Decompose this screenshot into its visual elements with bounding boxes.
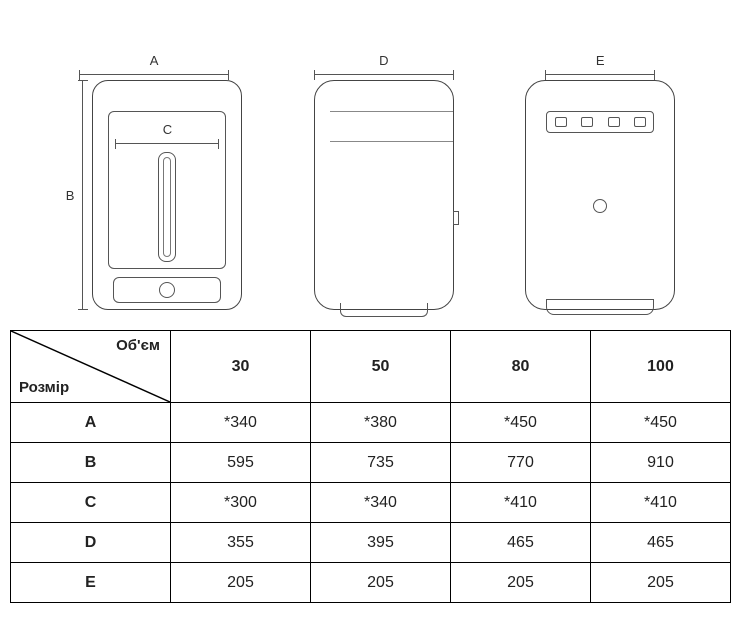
- mount-slot-icon: [555, 117, 567, 127]
- dim-b-arrow: [78, 80, 88, 310]
- row-label: A: [11, 403, 171, 443]
- row-label: C: [11, 483, 171, 523]
- back-port-icon: [593, 199, 607, 213]
- dim-d-arrow: [314, 70, 454, 80]
- dimension-c: C: [115, 122, 219, 149]
- table-cell: 205: [311, 563, 451, 603]
- volume-header: 50: [311, 331, 451, 403]
- diagram-row: A B C D: [10, 10, 731, 310]
- dimensions-table: Об'єм Розмір 30 50 80 100 A *340 *380 *4…: [10, 330, 731, 603]
- table-cell: *450: [451, 403, 591, 443]
- corner-bottom-label: Розмір: [19, 379, 69, 396]
- table-cell: 465: [451, 523, 591, 563]
- back-view-group: E: [525, 53, 675, 310]
- dimension-a: A: [79, 53, 229, 80]
- mount-slot-icon: [608, 117, 620, 127]
- dim-e-label: E: [596, 53, 605, 68]
- row-label: B: [11, 443, 171, 483]
- dim-c-arrow: [115, 139, 219, 149]
- heater-back: [525, 80, 675, 310]
- table-row: D 355 395 465 465: [11, 523, 731, 563]
- thermostat-dial-icon: [159, 282, 175, 298]
- side-knob-icon: [453, 211, 459, 225]
- front-row: B C: [66, 80, 243, 310]
- heating-element-icon: [158, 152, 176, 262]
- table-cell: *410: [591, 483, 731, 523]
- table-cell: 770: [451, 443, 591, 483]
- dimension-e: E: [545, 53, 655, 80]
- dim-c-label: C: [163, 122, 172, 137]
- mounting-bracket: [546, 111, 654, 133]
- corner-top-label: Об'єм: [116, 337, 160, 354]
- dim-e-arrow: [545, 70, 655, 80]
- table-cell: *450: [591, 403, 731, 443]
- table-corner-cell: Об'єм Розмір: [11, 331, 171, 403]
- table-cell: 735: [311, 443, 451, 483]
- volume-header: 30: [171, 331, 311, 403]
- table-cell: 465: [591, 523, 731, 563]
- table-cell: 395: [311, 523, 451, 563]
- side-base-icon: [340, 303, 428, 317]
- table-header-row: Об'єм Розмір 30 50 80 100: [11, 331, 731, 403]
- table-cell: 355: [171, 523, 311, 563]
- side-view-group: D: [314, 53, 454, 310]
- dim-b-label: B: [66, 188, 75, 203]
- table-row: C *300 *340 *410 *410: [11, 483, 731, 523]
- table-cell: 205: [591, 563, 731, 603]
- table-row: E 205 205 205 205: [11, 563, 731, 603]
- back-base-icon: [546, 299, 654, 315]
- row-label: E: [11, 563, 171, 603]
- table-cell: *410: [451, 483, 591, 523]
- volume-header: 100: [591, 331, 731, 403]
- mount-slot-icon: [581, 117, 593, 127]
- table-cell: 205: [451, 563, 591, 603]
- heater-side: [314, 80, 454, 310]
- table-cell: *340: [171, 403, 311, 443]
- table-row: A *340 *380 *450 *450: [11, 403, 731, 443]
- front-control-panel: [113, 277, 221, 303]
- dimension-d: D: [314, 53, 454, 80]
- front-view-group: A B C: [66, 53, 243, 310]
- table-cell: 910: [591, 443, 731, 483]
- table-cell: *380: [311, 403, 451, 443]
- side-seam-icon: [330, 111, 453, 112]
- mount-slot-icon: [634, 117, 646, 127]
- side-seam-icon: [330, 141, 453, 142]
- dim-a-arrow: [79, 70, 229, 80]
- table-cell: 205: [171, 563, 311, 603]
- dim-d-label: D: [379, 53, 388, 68]
- table-cell: *340: [311, 483, 451, 523]
- heater-front: C: [92, 80, 242, 310]
- table-cell: *300: [171, 483, 311, 523]
- table-body: A *340 *380 *450 *450 B 595 735 770 910 …: [11, 403, 731, 603]
- front-panel: C: [108, 111, 226, 269]
- volume-header: 80: [451, 331, 591, 403]
- row-label: D: [11, 523, 171, 563]
- table-row: B 595 735 770 910: [11, 443, 731, 483]
- dim-a-label: A: [150, 53, 159, 68]
- table-cell: 595: [171, 443, 311, 483]
